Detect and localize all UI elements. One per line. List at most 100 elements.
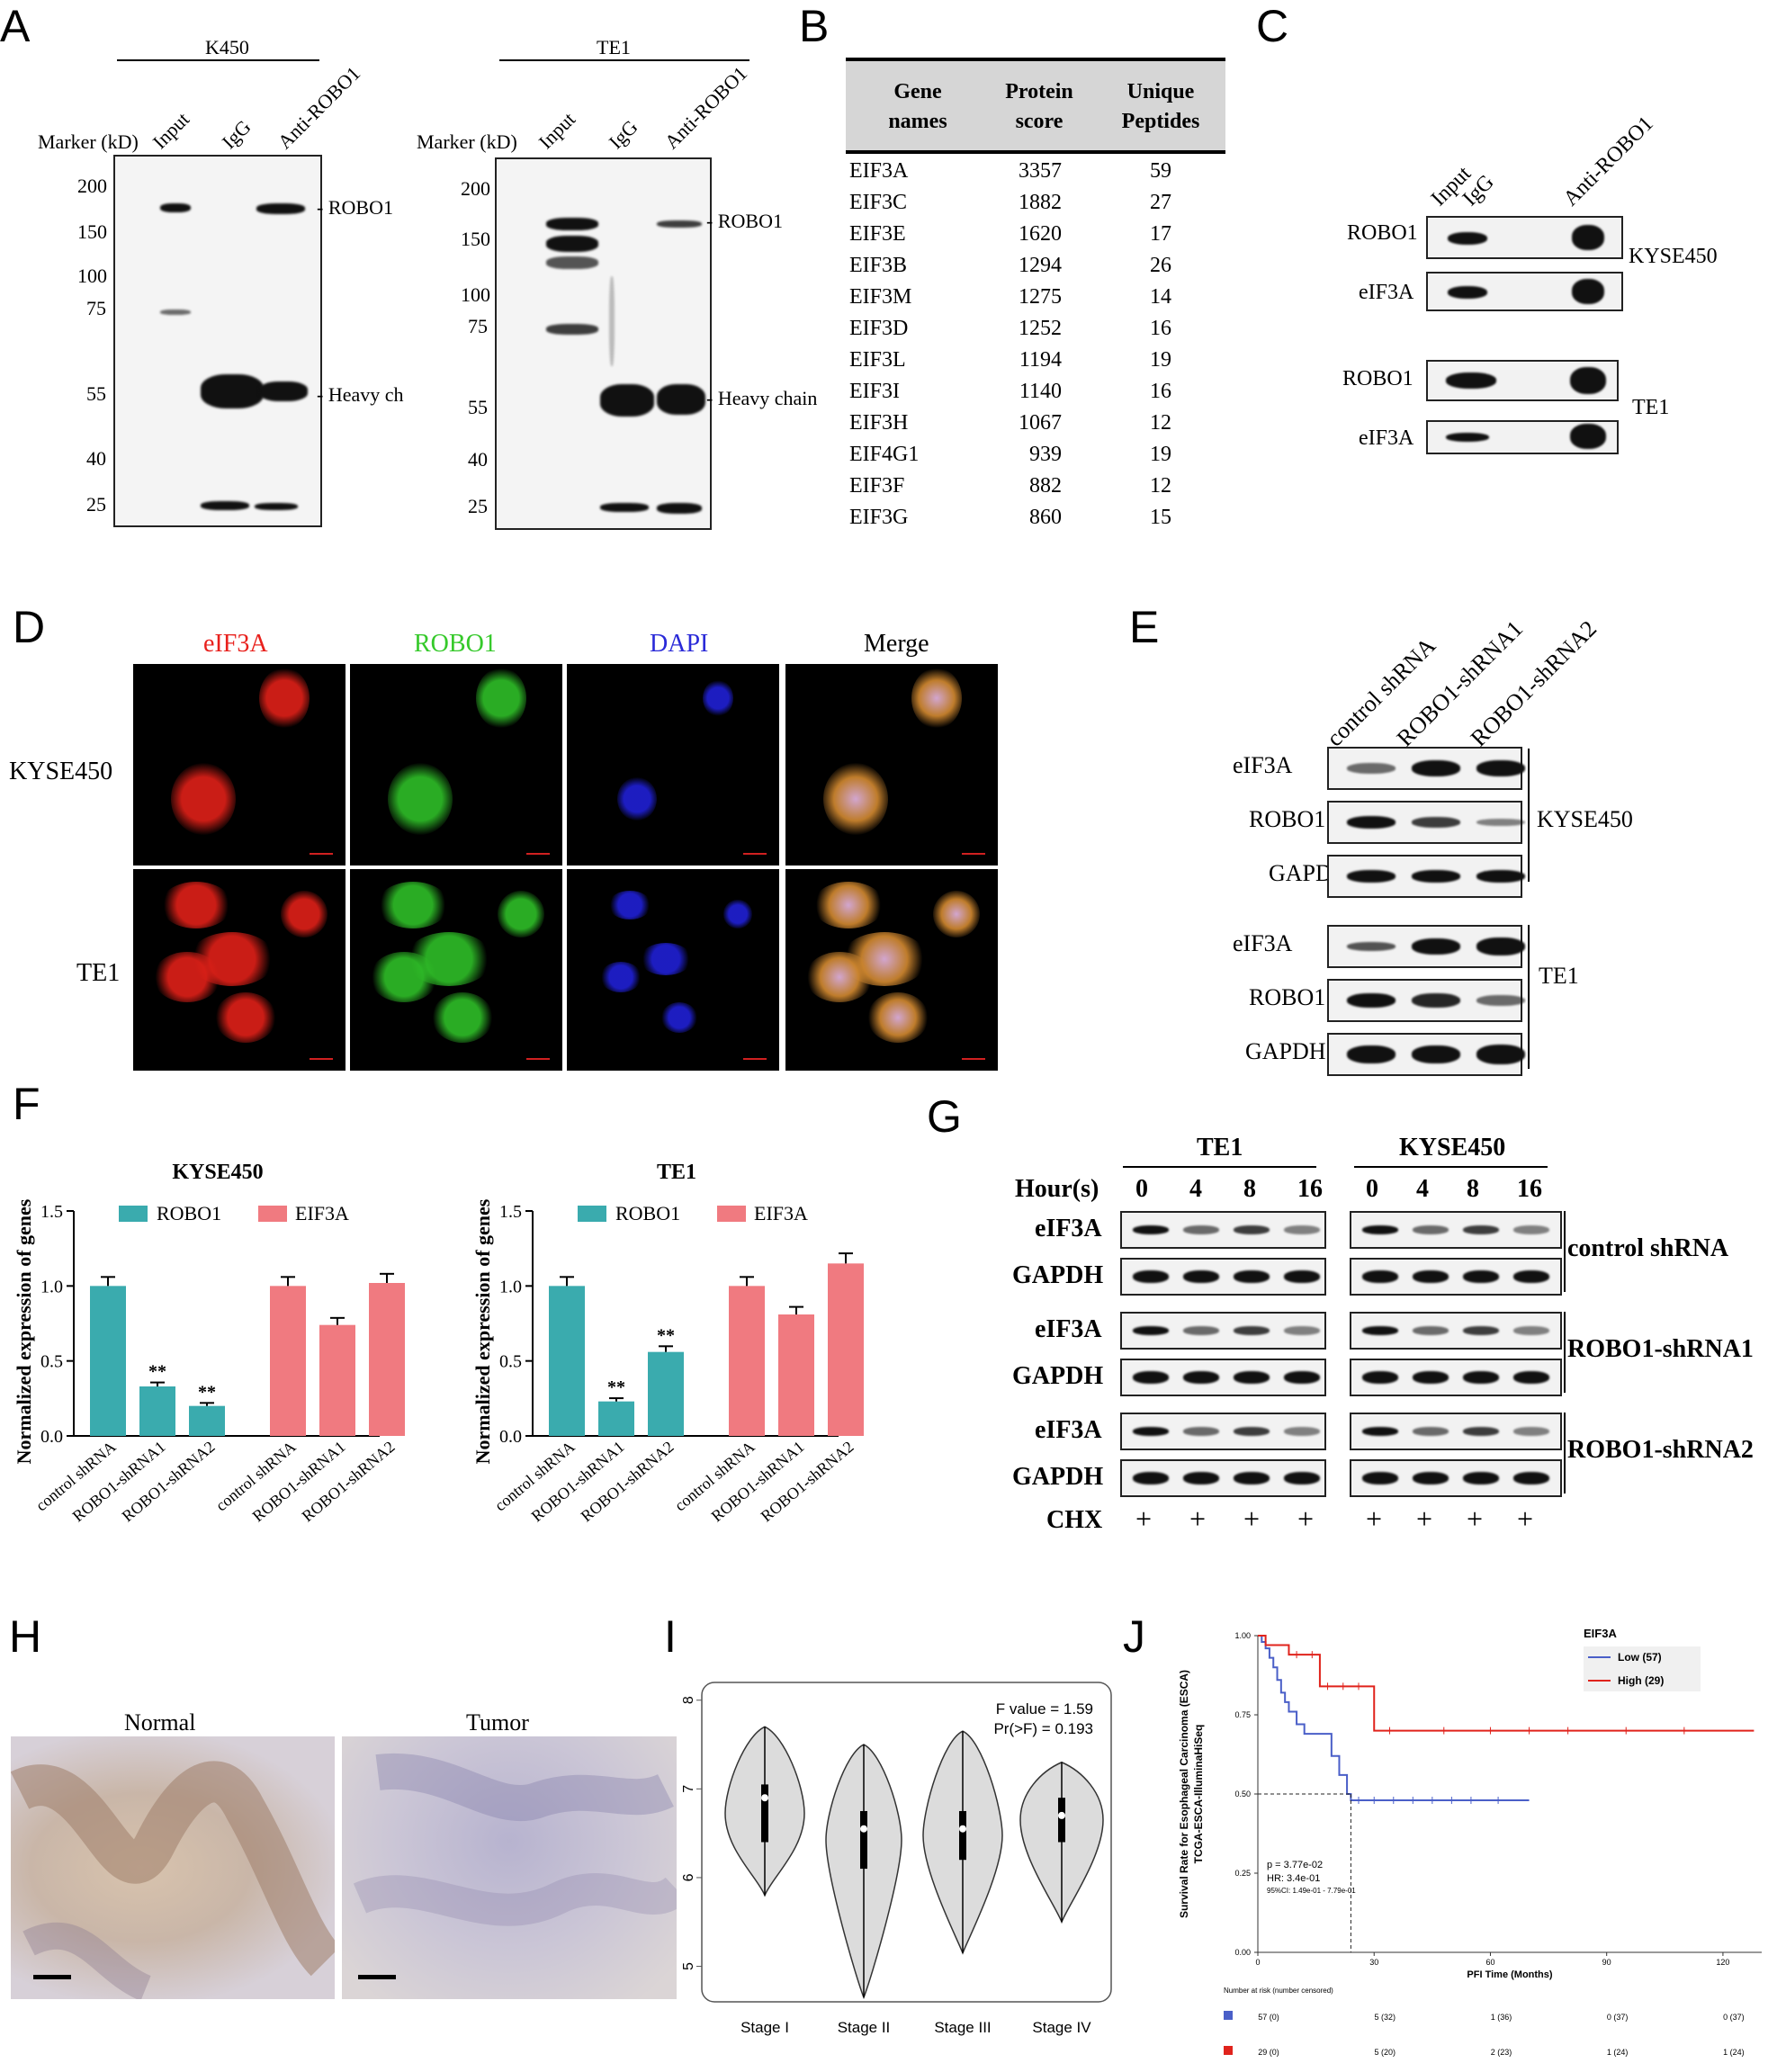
g-blot-5-0 [1120, 1459, 1326, 1497]
te1-heavy-label: - Heavy chain [706, 387, 818, 409]
f-bar-eif3a-0 [270, 1286, 306, 1436]
wb-band [1412, 1045, 1460, 1063]
f-ytick-label: 1.0 [40, 1277, 63, 1296]
i-median [959, 1825, 966, 1833]
g-blot-2-1 [1350, 1312, 1562, 1350]
g-blot-3-1 [1350, 1359, 1562, 1396]
i-box [860, 1810, 867, 1870]
c-row-robo1-2: ROBO1 [1342, 367, 1414, 390]
i-median [860, 1825, 867, 1833]
i-ytick-label: 6 [681, 1873, 696, 1881]
wb-band [1133, 1371, 1169, 1384]
cell [703, 679, 733, 717]
g-blot-0-0 [1120, 1211, 1326, 1249]
wb-band [1362, 1225, 1398, 1234]
micrograph-te1-merge [785, 869, 998, 1071]
wb-band [1284, 1326, 1320, 1335]
cell [377, 882, 449, 928]
c-cell-te1: TE1 [1632, 396, 1670, 419]
g-cell-kyse450: KYSE450 [1399, 1134, 1506, 1162]
j-hr: HR: 3.4e-01 [1267, 1873, 1320, 1884]
wb-band [1476, 760, 1525, 776]
wb-band [1234, 1371, 1270, 1384]
e-bracket-kyse [1528, 749, 1530, 882]
ms-gene: EIF3B [849, 254, 908, 277]
wb-band [1234, 1472, 1270, 1484]
g-row-label: GAPDH [1012, 1261, 1104, 1289]
j-ytick-label: 0.25 [1234, 1869, 1251, 1878]
j-legend-low: Low (57) [1618, 1651, 1662, 1664]
e-row-label: eIF3A [1233, 930, 1293, 956]
g-hour-te1-4: 4 [1189, 1175, 1202, 1203]
wb-band [1476, 870, 1525, 883]
g-row-label: GAPDH [1012, 1362, 1104, 1390]
g-blot-0-1 [1350, 1211, 1562, 1249]
wb-band [1183, 1427, 1219, 1436]
f-chart-te1: TE1 Normalized expression of genes 0.0 0.5 1… [471, 1161, 864, 1525]
wb-band [1284, 1427, 1320, 1436]
wb-band [1362, 1427, 1398, 1436]
g-cell-te1: TE1 [1197, 1134, 1243, 1162]
panel-i-label: I [664, 1611, 677, 1662]
i-box [761, 1784, 768, 1843]
ms-peptides: 19 [1150, 348, 1171, 372]
f-sig: ** [198, 1382, 216, 1402]
j-ylabel2: TCGA-ESCA-IlluminaHiSeq [1192, 1725, 1205, 1864]
f-legend-robo1: ROBO1 [157, 1202, 221, 1224]
ms-gene: EIF4G1 [849, 443, 920, 466]
f-bar-eif3a-2 [828, 1263, 864, 1436]
wb-band [1362, 1371, 1398, 1384]
cell [867, 992, 929, 1043]
cell [370, 952, 438, 1002]
ms-score: 3357 [1019, 159, 1062, 183]
scale-bar [743, 1058, 767, 1060]
wb-band [1362, 1472, 1398, 1484]
f-bar-eif3a-1 [778, 1314, 814, 1436]
k450-lane-anti: Anti-ROBO1 [273, 61, 365, 154]
cell [432, 992, 493, 1043]
c-lane-anti: Anti-ROBO1 [1558, 112, 1658, 211]
micrograph-te1-dapi [567, 869, 779, 1071]
cell [805, 952, 874, 1002]
wb-band [1133, 1472, 1169, 1484]
micrograph-te1-eif3a [133, 869, 346, 1071]
cell [933, 891, 980, 937]
te1-blot [495, 157, 712, 530]
f-bar-eif3a-1 [319, 1324, 355, 1436]
g-blot-1-0 [1120, 1258, 1326, 1296]
ms-header-gene: Gene names [888, 80, 947, 133]
wb-band [1412, 760, 1460, 776]
k450-mk-75: 75 [86, 297, 106, 319]
te1-mk-150: 150 [461, 228, 490, 250]
ms-gene: EIF3L [849, 348, 906, 372]
g-te1-line [1123, 1166, 1316, 1168]
g-blot-4-0 [1120, 1413, 1326, 1450]
e-blot-row-0 [1327, 747, 1525, 790]
f-chart-title: KYSE450 [172, 1161, 263, 1184]
d-ch-eif3a: eIF3A [203, 630, 268, 658]
f-ytick-label: 0.5 [40, 1352, 63, 1372]
d-ch-robo1: ROBO1 [414, 630, 497, 658]
f-legend-robo1-swatch [578, 1206, 606, 1222]
f-legend-eif3a: EIF3A [754, 1202, 808, 1224]
ms-gene: EIF3I [849, 380, 900, 403]
wb-band [1513, 1225, 1549, 1234]
ms-peptides: 27 [1150, 191, 1171, 214]
g-group-label: control shRNA [1567, 1234, 1729, 1262]
j-risk-title: Number at risk (number censored) [1224, 1987, 1333, 1995]
ms-peptides: 16 [1150, 317, 1171, 340]
wb-band [1284, 1472, 1320, 1484]
e-row-label: eIF3A [1233, 752, 1293, 778]
g-row-label: GAPDH [1012, 1463, 1104, 1491]
f-ytick-label: 0.0 [40, 1427, 63, 1447]
ms-score: 1140 [1019, 380, 1062, 403]
wb-band [1347, 993, 1396, 1008]
g-hour-kyse-0: 0 [1366, 1175, 1378, 1203]
wb-band [1413, 1371, 1449, 1384]
f-ytick-label: 1.5 [499, 1202, 522, 1222]
k450-title: K450 [205, 36, 249, 58]
g-chx-plus: + [1467, 1502, 1484, 1535]
g-chx-plus: + [1243, 1502, 1261, 1535]
f-sig: ** [657, 1325, 675, 1345]
micrograph-kyse450-robo1 [350, 664, 562, 866]
